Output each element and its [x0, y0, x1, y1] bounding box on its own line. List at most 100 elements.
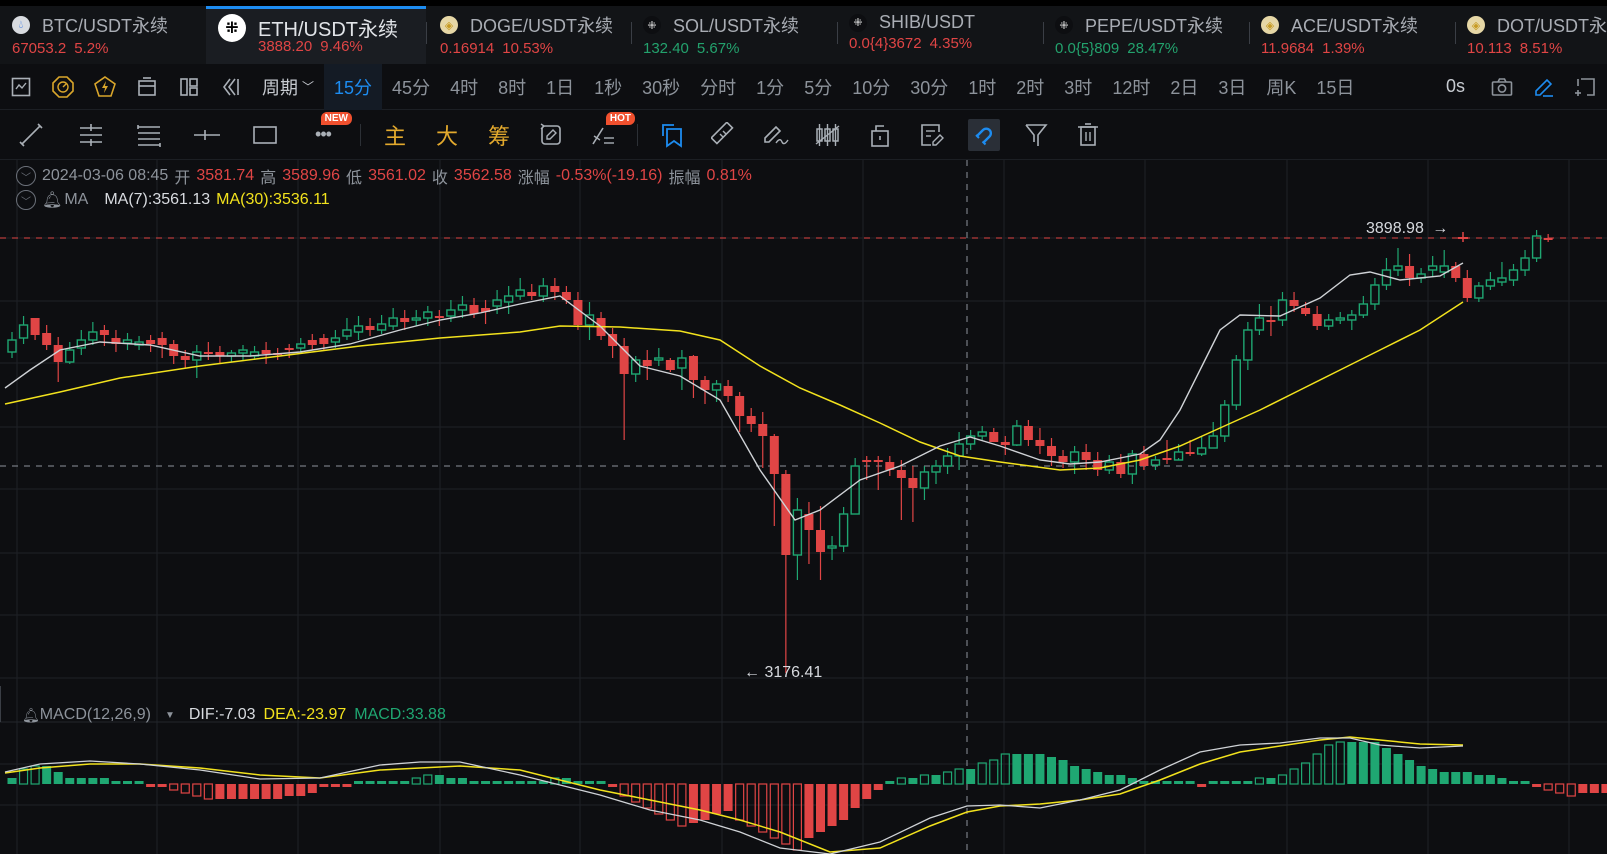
magnet-icon [968, 118, 1000, 151]
ruler-icon[interactable] [698, 110, 750, 160]
brush-icon[interactable] [750, 110, 802, 160]
okx-icon: ⁜ [643, 16, 661, 34]
magnet-button[interactable] [958, 110, 1010, 160]
rewind-icon[interactable] [210, 64, 252, 110]
ticker-symbol: ETH/USDT永续 [258, 19, 398, 41]
period-6[interactable]: 30秒 [642, 77, 681, 98]
swap-edit-icon[interactable] [525, 110, 577, 160]
layout-icon[interactable] [168, 64, 210, 110]
bookmark-icon[interactable] [646, 110, 698, 160]
macd-label[interactable]: MACD(12,26,9) [39, 706, 151, 723]
ticker-change: 10.53% [502, 40, 554, 57]
pencil-icon[interactable] [1523, 64, 1565, 110]
parallel-lines-icon[interactable] [62, 110, 120, 160]
period-17[interactable]: 3日 [1218, 77, 1247, 98]
horizontal-line-icon[interactable] [178, 110, 236, 160]
more-tools-button[interactable]: ••• NEW [294, 110, 352, 160]
period-4[interactable]: 1日 [546, 77, 575, 98]
ohlc-legend: ﹀ 2024-03-06 08:45 开 3581.74 高 3589.96 低 35… [16, 164, 752, 188]
fib-lines-icon[interactable] [120, 110, 178, 160]
ticker-tab[interactable]: ◈ DOT/USDT永续 10.113 8.51% [1455, 6, 1607, 64]
hot-badge: HOT [605, 111, 635, 125]
period-1[interactable]: 45分 [392, 77, 431, 98]
ticker-tab[interactable]: ⁜ SOL/USDT永续 132.40 5.67% [631, 6, 837, 64]
period-11[interactable]: 30分 [910, 77, 949, 98]
ticker-symbol: SHIB/USDT [879, 12, 976, 32]
period-3[interactable]: 8时 [498, 77, 527, 98]
replay-swap-button[interactable]: HOT [577, 110, 635, 160]
open-value: 3581.74 [196, 167, 255, 184]
period-16[interactable]: 2日 [1170, 77, 1199, 98]
ticker-change: 28.47% [1127, 40, 1179, 57]
filter-icon[interactable] [1010, 110, 1062, 160]
period-9[interactable]: 5分 [804, 77, 833, 98]
top-strip [0, 0, 1607, 6]
period-0[interactable]: 15分 [324, 63, 383, 110]
period-12[interactable]: 1时 [968, 77, 997, 98]
trash-icon[interactable] [1062, 110, 1114, 160]
visible-low-label: ← 3176.41 [744, 664, 822, 682]
period-19[interactable]: 15日 [1316, 77, 1355, 98]
divider [631, 22, 632, 44]
low-label: 低 [346, 170, 363, 187]
okx-icon: ⁜ [1055, 16, 1073, 34]
bell-icon[interactable]: 🔔︎ [42, 192, 63, 209]
divider [1043, 22, 1044, 44]
ticker-tab[interactable]: ⁜ PEPE/USDT永续 0.0{5}809 28.47% [1043, 6, 1249, 64]
chip-distribution-button[interactable]: 筹 [487, 123, 510, 149]
candlestick-chart[interactable] [0, 160, 1607, 854]
ticker-name-row: ⁜ PEPE/USDT永续 [1055, 12, 1249, 38]
ticker-price: 0.16914 [440, 40, 495, 57]
line-chart-icon[interactable] [0, 64, 42, 110]
main-indicator-button[interactable]: 主 [383, 123, 406, 149]
rectangle-icon[interactable] [236, 110, 294, 160]
bolt-icon[interactable] [84, 64, 126, 110]
ticker-tab[interactable]: ◈ ACE/USDT永续 11.9684 1.39% [1249, 6, 1455, 64]
ticker-change: 1.39% [1322, 40, 1365, 57]
lock-icon[interactable] [854, 110, 906, 160]
candle-pattern-icon[interactable] [802, 110, 854, 160]
camera-icon[interactable] [1481, 64, 1523, 110]
big-order-button[interactable]: 大 [435, 123, 458, 149]
new-badge: NEW [320, 111, 352, 125]
period-18[interactable]: 周K [1266, 77, 1297, 98]
ticker-name-row: ◈ DOGE/USDT永续 [440, 12, 631, 38]
period-7[interactable]: 分时 [700, 77, 737, 98]
drawing-toolbar: ••• NEW 主 大 筹 HOT [0, 110, 1607, 160]
ticker-name-row: 💧︎ BTC/USDT永续 [12, 12, 206, 38]
collapse-chevron-icon[interactable]: ﹀ [16, 190, 36, 210]
ticker-symbol: PEPE/USDT永续 [1085, 16, 1224, 36]
gauge-icon[interactable] [42, 64, 84, 110]
more-icon: ••• [315, 124, 332, 144]
fullscreen-add-icon[interactable] [1565, 64, 1607, 110]
amplitude-value: 0.81% [706, 167, 752, 184]
period-bar: 周期 ﹀ 15分 45分 4时 8时 1日 1秒 30秒 分时 1分 5分 10分 30分 1时 2时 3时… [0, 63, 1607, 110]
period-13[interactable]: 2时 [1016, 77, 1045, 98]
period-10[interactable]: 10分 [852, 77, 891, 98]
collapse-chevron-icon[interactable]: ﹀ [16, 166, 36, 186]
period-15[interactable]: 12时 [1112, 77, 1151, 98]
note-edit-icon[interactable] [906, 110, 958, 160]
period-8[interactable]: 1分 [756, 77, 785, 98]
trendline-icon[interactable] [0, 110, 62, 160]
caret-down-icon[interactable]: ▼ [164, 709, 175, 721]
period-14[interactable]: 3时 [1064, 77, 1093, 98]
calendar-icon[interactable] [126, 64, 168, 110]
visible-high-value: 3898.98 [1366, 220, 1424, 237]
period-2[interactable]: 4时 [450, 77, 479, 98]
binance-icon: ◈ [1467, 16, 1485, 34]
ticker-tab[interactable]: ⁜ ETH/USDT永续 3888.20 9.46% [206, 6, 426, 64]
ticker-tab[interactable]: 💧︎ BTC/USDT永续 67053.2 5.2% [0, 6, 206, 64]
ticker-change: 9.46% [320, 38, 363, 55]
period-5[interactable]: 1秒 [594, 77, 623, 98]
ma-legend: ﹀ 🔔︎ MA MA(7):3561.13 MA(30):3536.11 [16, 190, 330, 210]
period-dropdown[interactable]: 周期 ﹀ [252, 64, 324, 110]
chart-area[interactable]: ﹀ 2024-03-06 08:45 开 3581.74 高 3589.96 低 35… [0, 160, 1607, 854]
close-label: 收 [431, 170, 448, 187]
ticker-tab[interactable]: ◈ DOGE/USDT永续 0.16914 10.53% [426, 6, 631, 64]
bell-icon[interactable]: 🔔︎ [22, 706, 40, 723]
ticker-tab[interactable]: ⁜ SHIB/USDT 0.0{4}3672 4.35% [837, 6, 1043, 64]
ma-label[interactable]: MA [64, 191, 89, 208]
low-value: 3561.02 [368, 167, 426, 184]
ticker-price: 0.0{5}809 [1055, 40, 1120, 57]
